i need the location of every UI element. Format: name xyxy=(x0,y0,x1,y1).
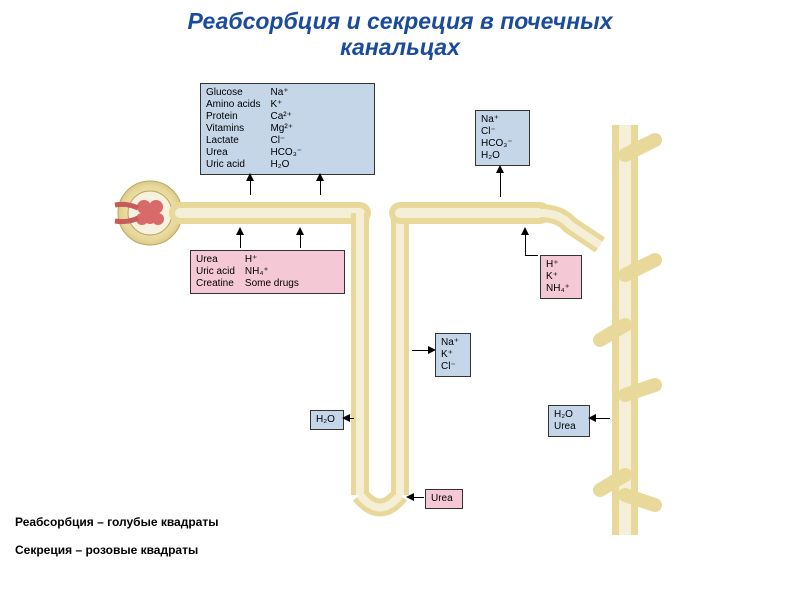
box-item: Glucose xyxy=(206,87,260,99)
proximal-secretion-box: Urea Uric acid Creatine H⁺ NH₄⁺ Some dru… xyxy=(190,250,345,294)
box-item: Protein xyxy=(206,111,260,123)
box-item: H₂O xyxy=(481,150,500,161)
distal-secretion-box: H⁺ K⁺ NH₄⁺ xyxy=(540,255,582,299)
distal-reabsorption-box: Na⁺ Cl⁻ HCO₃⁻ H₂O xyxy=(475,110,530,166)
box-item: Lactate xyxy=(206,135,260,147)
legend-reabsorption: Реабсорбция – голубые квадраты xyxy=(15,515,218,529)
box-item: H₂O xyxy=(554,409,573,420)
loop-ascending-reabsorption-box: Na⁺ K⁺ Cl⁻ xyxy=(435,333,471,377)
box-item: Some drugs xyxy=(245,278,299,290)
box-item: Urea xyxy=(206,147,260,159)
box-item: Ca²⁺ xyxy=(270,111,302,123)
box-item: K⁺ xyxy=(546,271,558,282)
box-item: Uric acid xyxy=(196,266,235,278)
box-item: Urea xyxy=(554,421,576,432)
box-item: NH₄⁺ xyxy=(546,283,570,294)
box-item: Mg²⁺ xyxy=(270,123,302,135)
legend-secretion: Секреция – розовые квадраты xyxy=(15,543,198,557)
box-item: HCO₃⁻ xyxy=(481,138,513,149)
box-item: Na⁺ xyxy=(481,114,499,125)
box-item: H₂O xyxy=(270,159,302,171)
box-item: Uric acid xyxy=(206,159,260,171)
title-line-2: канальцах xyxy=(340,34,460,60)
box-item: H⁺ xyxy=(245,254,299,266)
box-item: HCO₃⁻ xyxy=(270,147,302,159)
box-item: Na⁺ xyxy=(441,337,459,348)
box-item: Amino acids xyxy=(206,99,260,111)
title-line-1: Реабсорбция и секреция в почечных xyxy=(187,8,612,34)
box-item: K⁺ xyxy=(441,349,453,360)
box-item: Cl⁻ xyxy=(270,135,302,147)
box-item: Cl⁻ xyxy=(441,361,456,372)
box-item: Vitamins xyxy=(206,123,260,135)
box-item: Urea xyxy=(431,493,453,504)
box-item: Na⁺ xyxy=(270,87,302,99)
page-title: Реабсорбция и секреция в почечных каналь… xyxy=(0,0,800,61)
collecting-reabsorption-box: H₂O Urea xyxy=(548,405,590,437)
box-item: Urea xyxy=(196,254,235,266)
proximal-reabsorption-box: Glucose Amino acids Protein Vitamins Lac… xyxy=(200,83,375,175)
diagram-canvas: Glucose Amino acids Protein Vitamins Lac… xyxy=(0,65,800,600)
box-item: NH₄⁺ xyxy=(245,266,299,278)
box-item: K⁺ xyxy=(270,99,302,111)
loop-urea-secretion-box: Urea xyxy=(425,489,463,509)
loop-descending-reabsorption-box: H₂O xyxy=(310,410,344,430)
box-item: H₂O xyxy=(316,414,335,425)
box-item: H⁺ xyxy=(546,259,559,270)
box-item: Cl⁻ xyxy=(481,126,496,137)
box-item: Creatine xyxy=(196,278,235,290)
